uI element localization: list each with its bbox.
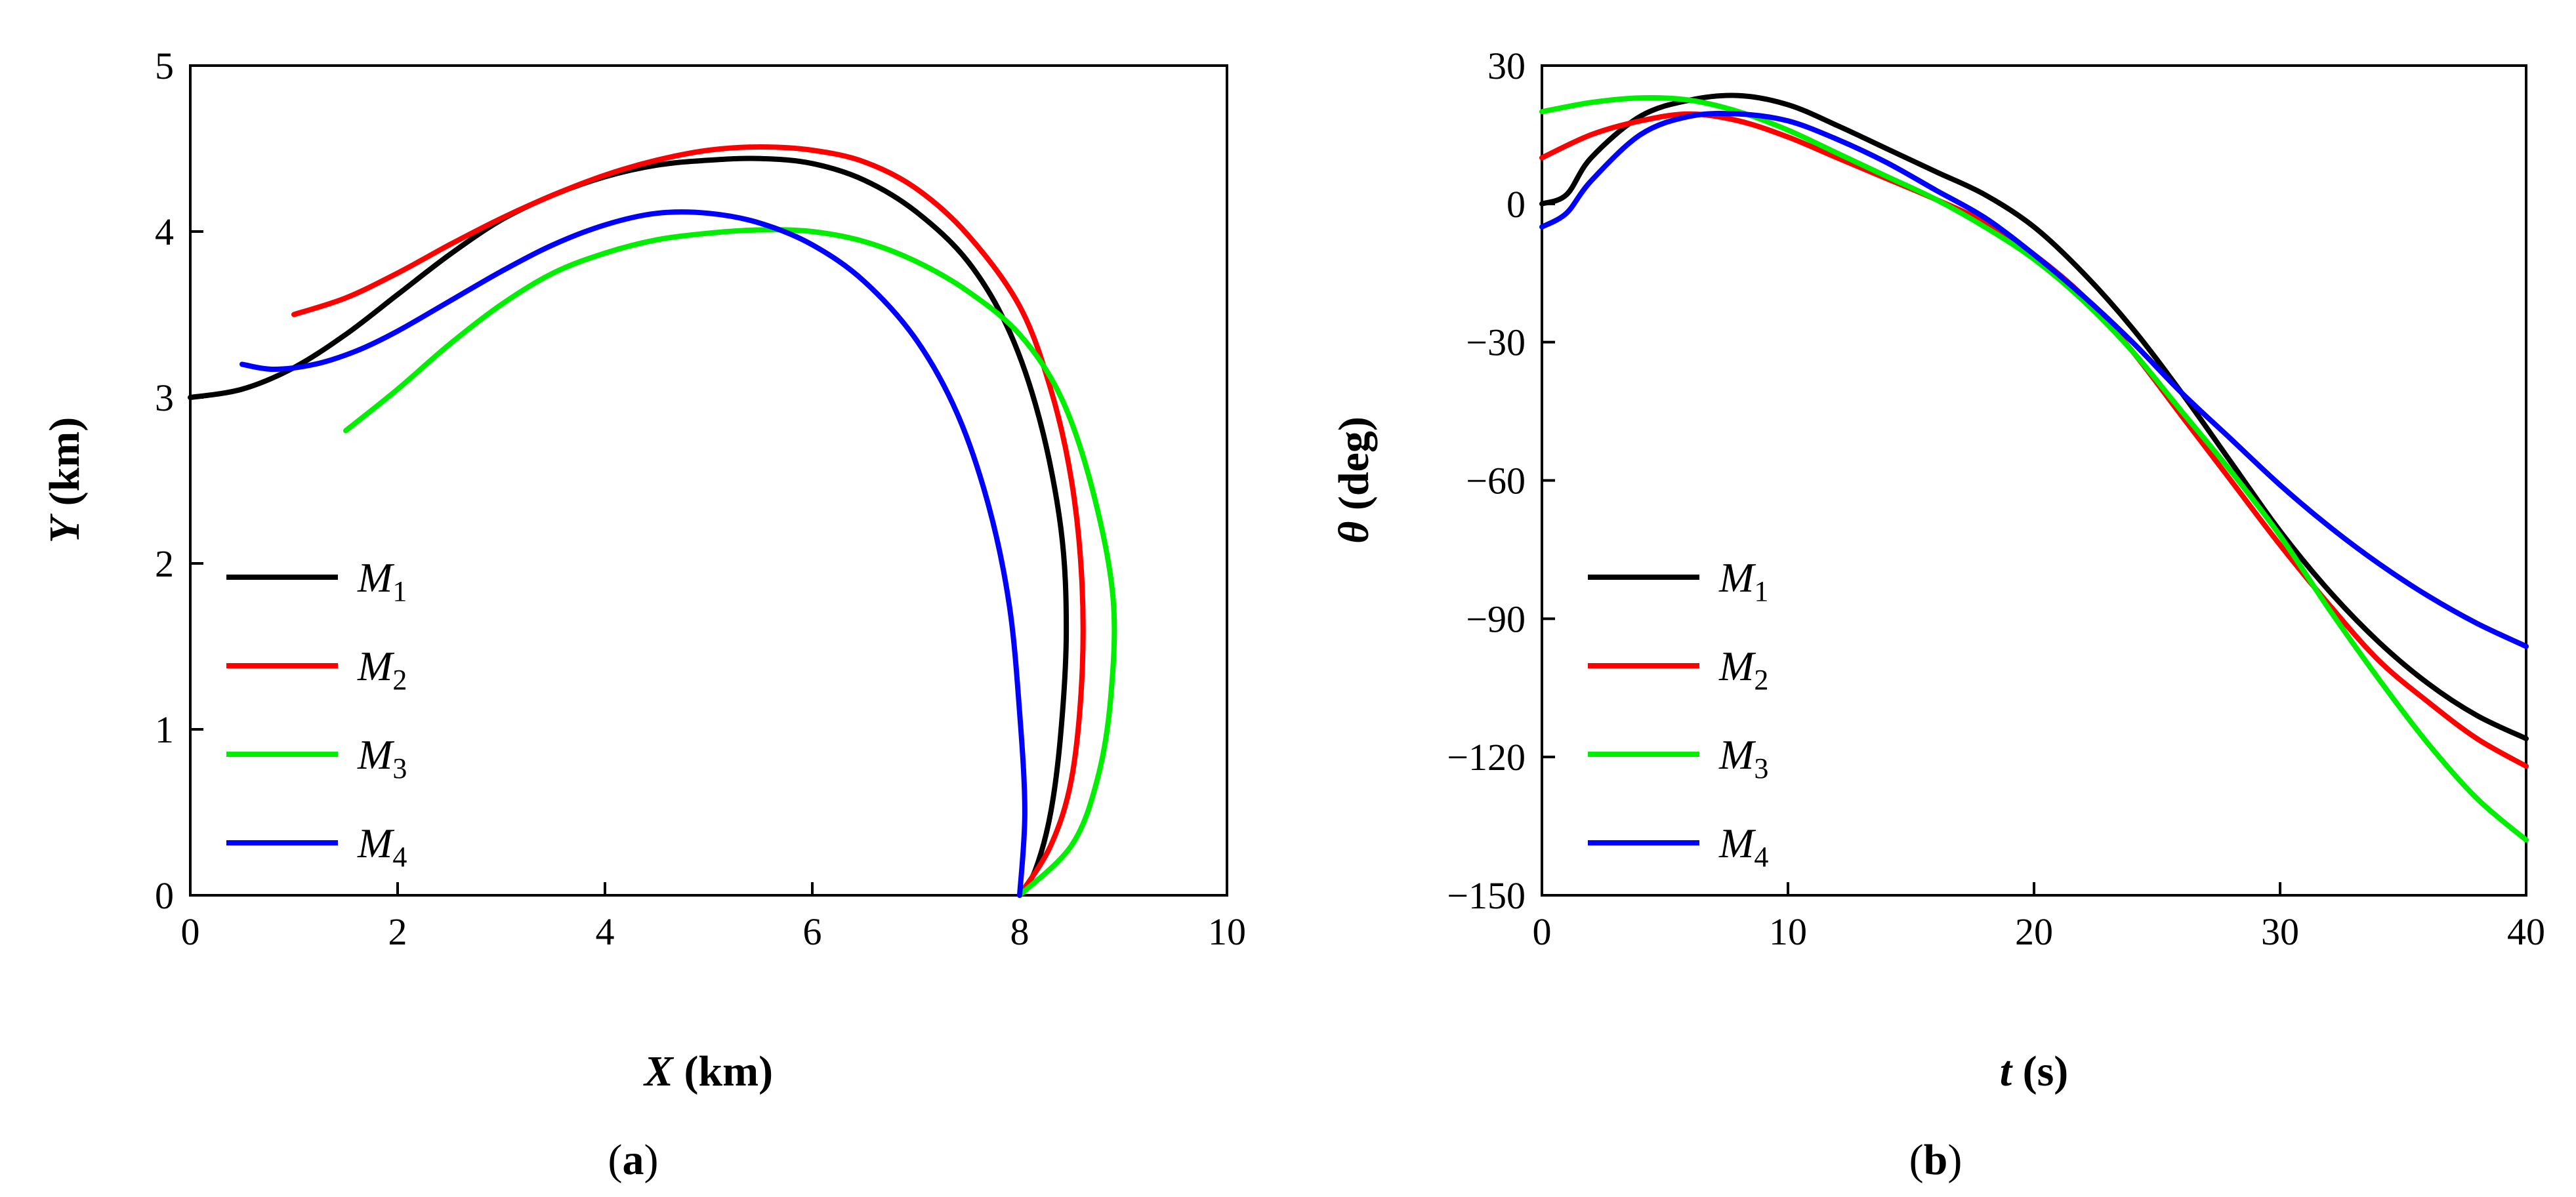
legend-entry-b-m1: M1 bbox=[1718, 554, 1768, 607]
legend-entry-a-m2: M2 bbox=[357, 643, 407, 696]
series-group-a bbox=[188, 144, 1117, 898]
x-axis-title-a: X (km) bbox=[643, 1047, 773, 1095]
legend-entry-a-m1: M1 bbox=[357, 554, 407, 607]
y-tick-label-b-4: −90 bbox=[1466, 598, 1526, 640]
y-tick-label-a-2: 2 bbox=[155, 542, 174, 585]
series-line-a-m1 bbox=[188, 155, 1070, 898]
chart-panel-b: 0 10 20 30 40 300−30−60−90−120−150 M1M2M3M4 … bbox=[1330, 45, 2545, 1184]
x-axis-ticks-b: 0 10 20 30 40 bbox=[1533, 882, 2545, 953]
y-tick-label-b-1: 0 bbox=[1506, 183, 1526, 226]
panel-label-a: (a) bbox=[608, 1136, 659, 1184]
x-tick-label-a-2: 4 bbox=[596, 910, 615, 953]
series-group-b bbox=[1539, 92, 2529, 843]
x-tick-label-b-3: 30 bbox=[2261, 910, 2299, 953]
panel-label-b: (b) bbox=[1909, 1136, 1963, 1184]
y-tick-label-b-5: −120 bbox=[1447, 736, 1526, 779]
y-axis-title-a: Y (km) bbox=[41, 417, 89, 543]
y-tick-label-b-2: −30 bbox=[1466, 321, 1526, 364]
y-tick-label-b-0: 30 bbox=[1487, 45, 1526, 87]
series-line-b-m3 bbox=[1539, 94, 2529, 843]
x-tick-label-b-0: 0 bbox=[1533, 910, 1552, 953]
x-tick-label-a-3: 6 bbox=[803, 910, 822, 953]
x-tick-label-a-5: 10 bbox=[1208, 910, 1246, 953]
legend-entry-a-m3: M3 bbox=[357, 731, 407, 784]
chart-panel-a: 0 2 4 6 8 10 0 1 2 3 4 5 M1 M2 M3 M4 X (km) Y (km) (a… bbox=[41, 45, 1246, 1184]
y-tick-label-a-3: 3 bbox=[155, 376, 174, 419]
y-tick-label-b-6: −150 bbox=[1447, 874, 1526, 917]
x-tick-label-b-2: 20 bbox=[2015, 910, 2053, 953]
y-axis-title-b: θ (deg) bbox=[1330, 416, 1378, 544]
legend-entry-b-m2: M2 bbox=[1718, 643, 1768, 696]
series-line-b-m4 bbox=[1539, 110, 2529, 649]
plot-frame-b bbox=[1541, 64, 2527, 897]
series-line-a-m2 bbox=[291, 144, 1086, 898]
legend-b: M1 M2 M3 M4 bbox=[1588, 554, 1768, 873]
y-tick-label-a-0: 0 bbox=[155, 874, 174, 917]
series-line-a-m3 bbox=[343, 227, 1117, 898]
x-tick-label-a-1: 2 bbox=[388, 910, 407, 953]
y-tick-label-a-1: 1 bbox=[155, 708, 174, 751]
legend-a: M1 M2 M3 M4 bbox=[226, 554, 407, 873]
y-tick-label-a-5: 5 bbox=[155, 45, 174, 87]
plot-frame-a bbox=[189, 64, 1228, 897]
y-axis-ticks-b: 30 0 −30 −60 −90 −120 −150 bbox=[1447, 45, 1555, 917]
legend-entry-b-m4: M4 bbox=[1718, 820, 1768, 873]
legend-entry-a-m4: M4 bbox=[357, 820, 407, 873]
y-tick-label-b-3: −60 bbox=[1466, 460, 1526, 502]
x-tick-label-b-4: 40 bbox=[2507, 910, 2545, 953]
x-axis-title-b: t (s) bbox=[2000, 1047, 2069, 1095]
series-line-b-m1 bbox=[1539, 92, 2529, 742]
x-tick-label-a-0: 0 bbox=[181, 910, 200, 953]
legend-entry-b-m3: M3 bbox=[1718, 731, 1768, 784]
y-tick-label-a-4: 4 bbox=[155, 211, 174, 253]
x-axis-ticks-a: 0 2 4 6 8 10 bbox=[181, 882, 1246, 953]
y-axis-ticks-a: 0 1 2 3 4 5 bbox=[155, 45, 203, 917]
x-tick-label-a-4: 8 bbox=[1010, 910, 1029, 953]
series-line-a-m4 bbox=[239, 209, 1028, 898]
x-tick-label-b-1: 10 bbox=[1769, 910, 1807, 953]
series-line-b-m2 bbox=[1539, 111, 2529, 769]
